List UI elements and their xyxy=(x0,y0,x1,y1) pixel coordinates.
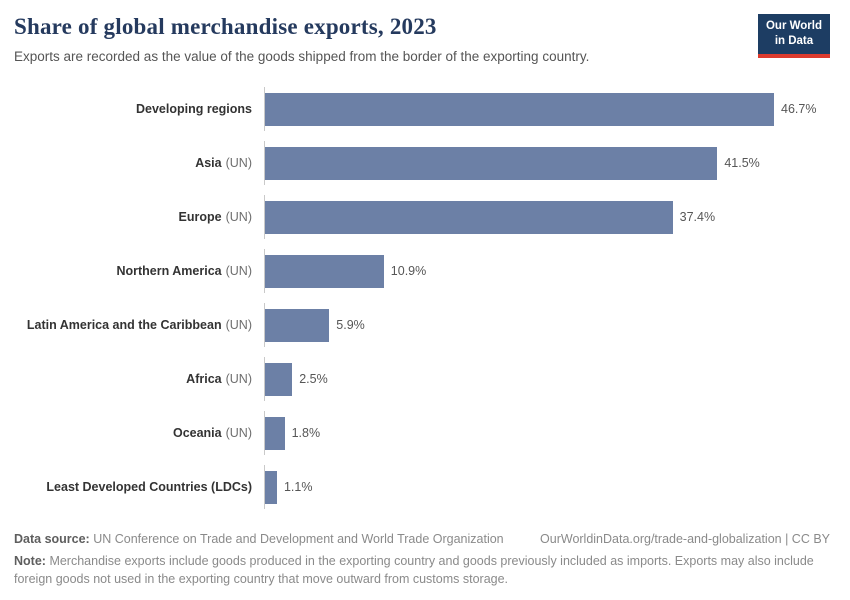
bar-chart: Developing regions 46.7% Asia (UN) 41.5% Euro… xyxy=(14,82,830,514)
bar-row: Latin America and the Caribbean (UN) 5.9% xyxy=(14,298,830,352)
bar-label: Oceania (UN) xyxy=(14,426,264,441)
datasource-line: Data source: UN Conference on Trade and … xyxy=(14,530,830,548)
bar-track: 41.5% xyxy=(264,141,830,185)
page-title: Share of global merchandise exports, 202… xyxy=(14,14,437,39)
bar-label-suffix: (UN) xyxy=(225,209,252,224)
note-line: Note: Merchandise exports include goods … xyxy=(14,552,830,588)
bar-label: Latin America and the Caribbean (UN) xyxy=(14,318,264,333)
bar-label: Developing regions xyxy=(14,102,264,117)
bar-label-suffix: (UN) xyxy=(225,317,252,332)
bar-row: Europe (UN) 37.4% xyxy=(14,190,830,244)
bar[interactable] xyxy=(265,308,330,342)
bar[interactable] xyxy=(265,254,384,288)
bar[interactable] xyxy=(265,200,673,234)
bar[interactable] xyxy=(265,92,774,126)
bar-value-label: 1.8% xyxy=(291,426,321,440)
bar-track: 5.9% xyxy=(264,303,830,347)
bar-row: Northern America (UN) 10.9% xyxy=(14,244,830,298)
bar-value-label: 2.5% xyxy=(299,372,328,386)
citation-link[interactable]: OurWorldinData.org/trade-and-globalizati… xyxy=(540,532,830,546)
bar-row: Asia (UN) 41.5% xyxy=(14,136,830,190)
bar[interactable] xyxy=(265,146,718,180)
title-block: Share of global merchandise exports, 202… xyxy=(14,12,589,64)
bar-row: Oceania (UN) 1.8% xyxy=(14,406,830,460)
bar-value-label: 5.9% xyxy=(336,318,365,332)
bar-label: Europe (UN) xyxy=(14,210,264,225)
note-label: Note: xyxy=(14,554,46,569)
bar-row: Least Developed Countries (LDCs) 1.1% xyxy=(14,460,830,514)
bar-label: Least Developed Countries (LDCs) xyxy=(14,480,264,495)
footer: Data source: UN Conference on Trade and … xyxy=(14,530,830,588)
bar-label-suffix: (UN) xyxy=(225,371,252,386)
bar-label: Africa (UN) xyxy=(14,372,264,387)
bar-track: 37.4% xyxy=(264,195,830,239)
bar-label-name: Developing regions xyxy=(136,101,252,116)
bar-label-name: Africa xyxy=(186,371,222,386)
bar-track: 1.8% xyxy=(264,411,830,455)
bar-label: Northern America (UN) xyxy=(14,264,264,279)
header: Share of global merchandise exports, 202… xyxy=(14,12,830,64)
bar-label-name: Latin America and the Caribbean xyxy=(26,317,222,332)
bar-label: Asia (UN) xyxy=(14,156,264,171)
page-subtitle: Exports are recorded as the value of the… xyxy=(14,49,590,64)
bar-row: Developing regions 46.7% xyxy=(14,82,830,136)
owid-logo-line1: Our World xyxy=(765,20,822,32)
bar-label-suffix: (UN) xyxy=(225,425,252,440)
bar[interactable] xyxy=(265,362,293,396)
note-text: Merchandise exports include goods produc… xyxy=(14,554,814,587)
datasource-label: Data source: xyxy=(14,532,90,546)
bar-track: 1.1% xyxy=(264,465,830,509)
bar-row: Africa (UN) 2.5% xyxy=(14,352,830,406)
bar-track: 2.5% xyxy=(264,357,830,401)
bar[interactable] xyxy=(265,470,277,504)
bar-value-label: 41.5% xyxy=(724,156,760,170)
bar-value-label: 10.9% xyxy=(390,264,427,278)
datasource-text: UN Conference on Trade and Development a… xyxy=(93,532,504,546)
bar-label-suffix: (UN) xyxy=(225,155,252,170)
bar-value-label: 46.7% xyxy=(781,102,817,116)
bar-label-name: Europe xyxy=(178,209,222,224)
bar-value-label: 37.4% xyxy=(679,210,716,224)
owid-logo[interactable]: Our World in Data xyxy=(757,14,830,58)
bar[interactable] xyxy=(265,416,285,450)
bar-track: 46.7% xyxy=(264,87,830,131)
datasource: Data source: UN Conference on Trade and … xyxy=(14,530,504,548)
bar-label-name: Least Developed Countries (LDCs) xyxy=(46,479,252,494)
bar-label-name: Oceania xyxy=(172,425,222,440)
bar-label-suffix: (UN) xyxy=(225,263,252,278)
bar-track: 10.9% xyxy=(264,249,830,293)
owid-logo-line2: in Data xyxy=(774,34,814,47)
bar-label-name: Asia xyxy=(195,155,222,170)
bar-value-label: 1.1% xyxy=(283,480,313,494)
bar-label-name: Northern America xyxy=(116,263,222,278)
